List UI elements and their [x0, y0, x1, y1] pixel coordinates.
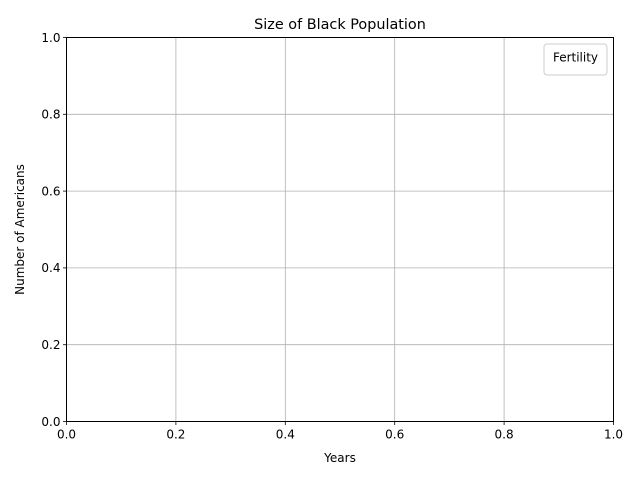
y-axis-label: Number of Americans [13, 164, 27, 295]
y-axis: 0.0 0.2 0.4 0.6 0.8 1.0 [41, 31, 67, 429]
legend: Fertility [543, 43, 608, 76]
y-tick-label: 1.0 [41, 31, 60, 45]
x-tick-label: 0.2 [166, 428, 185, 442]
x-tick-label: 0.8 [495, 428, 514, 442]
grid [66, 37, 614, 422]
y-tick-label: 0.4 [41, 261, 60, 275]
x-axis: 0.0 0.2 0.4 0.6 0.8 1.0 [57, 421, 623, 442]
x-tick-label: 1.0 [604, 428, 623, 442]
y-tick-label: 0.2 [41, 338, 60, 352]
legend-box [543, 43, 608, 76]
legend-title: Fertility [553, 51, 598, 65]
x-tick-label: 0.6 [385, 428, 404, 442]
plot-area-frame [66, 37, 614, 422]
chart-title: Size of Black Population [254, 17, 426, 33]
y-tick-label: 0.6 [41, 184, 60, 198]
x-axis-label: Years [323, 451, 356, 465]
y-tick-label: 0.0 [41, 415, 60, 429]
x-tick-label: 0.0 [57, 428, 76, 442]
x-tick-label: 0.4 [276, 428, 295, 442]
y-tick-label: 0.8 [41, 108, 60, 122]
